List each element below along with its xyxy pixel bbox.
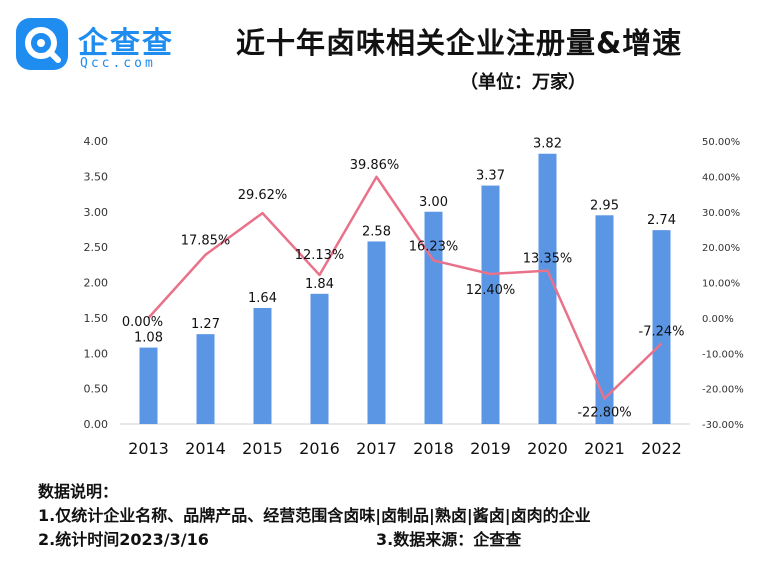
notes-line-2: 2.统计时间2023/3/16 [38, 530, 209, 549]
y-right-tick-label: -10.00% [702, 349, 744, 360]
x-tick-label: 2017 [356, 439, 397, 458]
y-left-tick-label: 1.00 [84, 347, 109, 360]
bar-value-label: 1.84 [305, 277, 334, 292]
bar-value-label: 1.27 [191, 317, 220, 332]
line-value-label: 12.13% [295, 248, 345, 263]
x-tick-label: 2021 [584, 439, 625, 458]
y-right-tick-label: 0.00% [702, 314, 734, 325]
x-tick-label: 2013 [128, 439, 169, 458]
bar-value-label: 1.64 [248, 291, 277, 306]
x-tick-label: 2019 [470, 439, 511, 458]
y-left-tick-label: 3.50 [84, 170, 109, 183]
line-value-label: 29.62% [238, 188, 288, 203]
bar-value-label: 2.58 [362, 224, 391, 239]
y-right-tick-label: 20.00% [702, 243, 740, 254]
notes-line-1: 1.仅统计企业名称、品牌产品、经营范围含卤味|卤制品|熟卤|酱卤|卤肉的企业 [38, 506, 591, 525]
bar-value-label: 1.08 [134, 331, 163, 346]
line-value-label: 12.40% [466, 283, 516, 298]
bar-value-label: 2.74 [647, 213, 676, 228]
bar [481, 185, 500, 424]
x-tick-label: 2014 [185, 439, 226, 458]
bar [253, 307, 272, 424]
brand-name: 企查查 [78, 26, 174, 61]
x-tick-label: 2020 [527, 439, 568, 458]
y-right-tick-label: 10.00% [702, 279, 740, 290]
y-left-tick-label: 2.50 [84, 241, 109, 254]
line-value-label: 16.23% [409, 239, 459, 254]
bar-value-label: 3.37 [476, 169, 505, 184]
chart: 0.00 0.50 1.00 1.50 2.00 2.50 3.00 3.50 4.00 -30.… [84, 135, 744, 458]
bar-value-label: 2.95 [590, 198, 619, 213]
bar [424, 211, 443, 424]
y-right-tick-label: -30.00% [702, 420, 744, 431]
bar [367, 241, 386, 424]
x-tick-label: 2022 [641, 439, 682, 458]
bar [595, 215, 614, 424]
chart-title: 近十年卤味相关企业注册量&增速 [236, 26, 683, 60]
data-notes: 数据说明： 1.仅统计企业名称、品牌产品、经营范围含卤味|卤制品|熟卤|酱卤|卤… [38, 480, 758, 552]
bar [310, 293, 329, 424]
x-tick-label: 2016 [299, 439, 340, 458]
notes-line-3: 3.数据来源：企查查 [376, 530, 522, 549]
y-right-tick-label: -20.00% [702, 385, 744, 396]
line-value-label: 13.35% [523, 252, 573, 267]
y-right-tick-label: 40.00% [702, 172, 740, 183]
y-right-tick-label: 30.00% [702, 208, 740, 219]
bar-value-label: 3.00 [419, 195, 448, 210]
y-left-tick-label: 1.50 [84, 312, 109, 325]
y-left-tick-label: 3.00 [84, 206, 109, 219]
x-tick-label: 2018 [413, 439, 454, 458]
bar [139, 347, 158, 424]
qcc-logo-icon [16, 18, 68, 70]
bar [538, 153, 557, 425]
growth-line [147, 175, 663, 400]
line-value-label: -7.24% [639, 324, 685, 339]
bar [652, 230, 671, 424]
y-left-tick-label: 0.00 [84, 418, 109, 431]
line-value-label: 39.86% [350, 158, 400, 173]
line-value-label: 17.85% [181, 234, 231, 249]
bar-value-label: 3.82 [533, 137, 562, 152]
line-value-label: -22.80% [577, 406, 631, 421]
bar [196, 334, 215, 424]
y-left-tick-label: 0.50 [84, 383, 109, 396]
y-left-tick-label: 4.00 [84, 135, 109, 148]
brand-logo: 企查查 Qcc.com [16, 18, 221, 74]
y-left-tick-label: 2.00 [84, 277, 109, 290]
notes-heading: 数据说明： [38, 482, 119, 501]
line-value-label: 0.00% [122, 315, 163, 330]
brand-domain: Qcc.com [80, 56, 156, 71]
chart-unit: （单位：万家） [460, 72, 586, 93]
x-tick-label: 2015 [242, 439, 283, 458]
y-right-tick-label: 50.00% [702, 137, 740, 148]
